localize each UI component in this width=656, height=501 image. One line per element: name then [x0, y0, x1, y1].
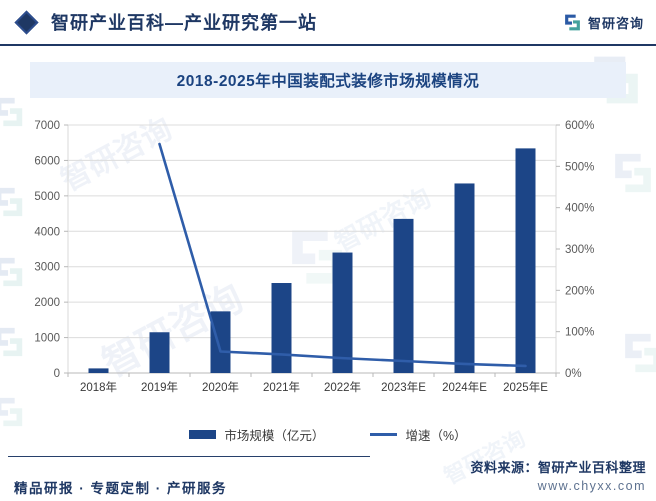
svg-text:2019年: 2019年	[141, 380, 178, 394]
svg-text:2024年E: 2024年E	[442, 380, 487, 394]
source-block: 资料来源：智研产业百科整理 www.chyxx.com	[470, 457, 646, 493]
svg-text:2025年E: 2025年E	[503, 380, 548, 394]
svg-text:2021年: 2021年	[263, 380, 300, 394]
svg-text:2023年E: 2023年E	[381, 380, 426, 394]
services-tagline: 精品研报 · 专题定制 · 产研服务	[14, 481, 227, 496]
bar-2025年E	[515, 148, 536, 373]
svg-text:2000: 2000	[34, 297, 60, 309]
growth-line	[158, 142, 527, 368]
svg-text:0: 0	[54, 368, 60, 380]
svg-text:300%: 300%	[565, 244, 594, 256]
page-header: 智研产业百科—产业研究第一站 智研咨询	[0, 0, 656, 46]
svg-text:500%: 500%	[565, 161, 594, 173]
legend-label: 增速（%）	[405, 428, 467, 443]
legend-item-market-size: 市场规模（亿元）	[189, 425, 324, 444]
page-title: 智研产业百科—产业研究第一站	[51, 13, 317, 33]
legend-label: 市场规模（亿元）	[224, 428, 325, 443]
svg-text:2020年: 2020年	[202, 380, 239, 394]
svg-text:600%: 600%	[565, 120, 594, 132]
chart-title-band: 2018-2025年中国装配式装修市场规模情况	[30, 62, 626, 98]
line-series-swatch	[370, 432, 398, 436]
bar-2018年	[88, 368, 109, 373]
svg-text:200%: 200%	[565, 285, 594, 297]
bar-2022年	[332, 252, 353, 373]
bar-series-swatch	[189, 429, 217, 439]
svg-text:7000: 7000	[34, 120, 60, 132]
brand-name: 智研咨询	[587, 15, 644, 31]
chart-legend: 市场规模（亿元） 增速（%）	[0, 424, 656, 444]
svg-text:400%: 400%	[565, 203, 594, 215]
bar-2024年E	[454, 183, 475, 373]
bar-2019年	[149, 332, 170, 373]
svg-text:100%: 100%	[565, 327, 594, 339]
svg-text:1000: 1000	[34, 333, 60, 345]
svg-text:0%: 0%	[565, 368, 582, 380]
legend-item-growth: 增速（%）	[370, 425, 467, 444]
bar-2021年	[271, 283, 292, 373]
svg-text:2018年: 2018年	[80, 380, 117, 394]
website-url: www.chyxx.com	[537, 479, 646, 493]
diamond-icon	[14, 9, 39, 35]
svg-text:3000: 3000	[34, 262, 60, 274]
bar-2020年	[210, 311, 231, 373]
brand-block: 智研咨询	[563, 0, 644, 44]
svg-text:6000: 6000	[34, 155, 60, 167]
market-size-chart: 0 1000 2000 3000 4000 5000 6000 7000 0% 100% 200% 3…	[34, 120, 594, 394]
data-source-text: 资料来源：智研产业百科整理	[470, 460, 646, 475]
svg-text:4000: 4000	[34, 226, 60, 238]
bar-2023年E	[393, 218, 414, 373]
svg-text:5000: 5000	[34, 191, 60, 203]
zhiyan-logo-icon	[563, 13, 582, 32]
footer-divider	[8, 456, 370, 457]
chart-title: 2018-2025年中国装配式装修市场规模情况	[176, 73, 480, 90]
svg-text:2022年: 2022年	[324, 380, 361, 394]
